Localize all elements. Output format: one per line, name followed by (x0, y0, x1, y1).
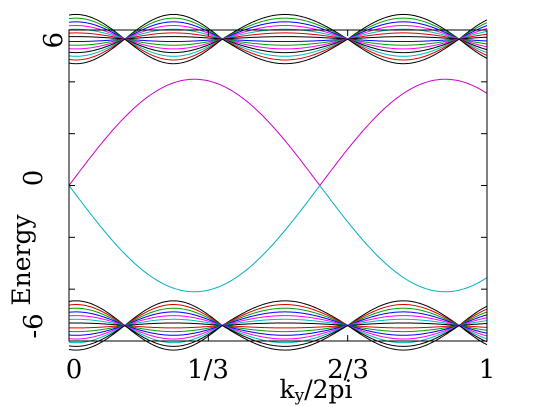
y-tick-label-6: 6 (39, 32, 69, 49)
upper-band-line-10 (68, 38, 488, 54)
lower-band-line-3 (68, 311, 488, 326)
lower-band-line-10 (68, 324, 488, 340)
lower-band-line-5 (68, 318, 488, 326)
upper-band-line-9 (68, 38, 488, 50)
upper-band-line-0 (68, 13, 488, 40)
upper-band-line-12 (68, 38, 488, 61)
x-axis-title-subscript: y (294, 386, 305, 406)
lower-band-line-0 (68, 300, 488, 327)
upper-band-line-13 (68, 38, 488, 65)
x-axis-title-k: k (279, 375, 295, 404)
lower-band-line-1 (68, 304, 488, 327)
y-tick-label-neg6: -6 (19, 313, 49, 338)
x-tick-label-1: 1/3 (187, 355, 229, 385)
upper-band-line-8 (68, 38, 488, 46)
x-tick-label-2: 2/3 (327, 355, 369, 385)
lower-band-line-2 (68, 307, 488, 327)
upper-band-line-6 (68, 36, 488, 40)
upper-band-line-2 (68, 21, 488, 40)
edge-state-line-0 (68, 78, 488, 187)
x-axis-title-rest: /2pi (304, 375, 352, 404)
edge-states (68, 78, 488, 293)
x-tick-label-3: 1 (479, 355, 496, 385)
y-axis-title: Energy (7, 214, 36, 306)
x-tick-label-0: 0 (66, 355, 83, 385)
plot-frame (68, 29, 488, 342)
upper-band-line-3 (68, 25, 488, 40)
lower-band-line-13 (68, 324, 488, 351)
lower-band-line-8 (68, 324, 488, 333)
lower-band-line-4 (68, 315, 488, 326)
lower-band-line-12 (68, 324, 488, 347)
upper-band-line-5 (68, 32, 488, 40)
y-tick-label-0: 0 (19, 170, 49, 187)
lower-band-line-7 (68, 324, 488, 329)
edge-state-line-1 (68, 184, 488, 293)
bulk-bands (68, 13, 488, 351)
x-axis-title: ky/2pi (279, 375, 352, 406)
lower-band-line-6 (68, 322, 488, 326)
upper-band-line-11 (68, 38, 488, 57)
upper-band-line-7 (68, 38, 488, 43)
lower-band-line-9 (68, 324, 488, 336)
axis-ticks (68, 29, 488, 342)
